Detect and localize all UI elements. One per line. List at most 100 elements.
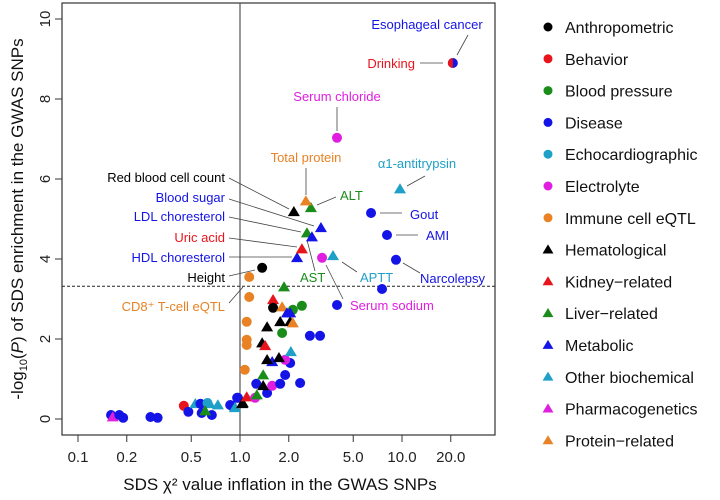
data-point-disease bbox=[152, 412, 163, 423]
annotation-leader bbox=[228, 198, 315, 227]
legend: Anthropometric Behavior Blood pressure Dise… bbox=[542, 20, 698, 450]
data-point-hematological bbox=[261, 354, 274, 365]
data-point-disease bbox=[332, 300, 343, 310]
annotation-label: Red blood cell count bbox=[107, 170, 225, 185]
data-point-hematological bbox=[287, 206, 300, 217]
x-tick-label: 10.0 bbox=[387, 449, 416, 466]
annotation-label: Serum sodium bbox=[350, 298, 434, 313]
data-point-disease bbox=[118, 412, 129, 423]
annotation-leader bbox=[228, 269, 256, 277]
data-point-anthropometric bbox=[268, 302, 279, 313]
annotation-leader bbox=[406, 175, 426, 187]
x-tick-label: 5.0 bbox=[343, 449, 364, 466]
y-tick-label: 4 bbox=[37, 255, 54, 263]
legend-label: Liver−related bbox=[565, 306, 658, 323]
plot-frame bbox=[61, 2, 496, 436]
annotation-leader bbox=[456, 34, 469, 56]
data-point-disease bbox=[390, 254, 401, 265]
legend-marker-behavior bbox=[543, 54, 553, 64]
annotation-label: Esophageal cancer bbox=[371, 17, 483, 32]
annotation-label: APTT bbox=[360, 270, 393, 285]
x-tick-label: 0.1 bbox=[68, 449, 89, 466]
data-point-disease bbox=[262, 388, 273, 398]
annotation-label: AST bbox=[300, 270, 325, 285]
annotation-leader bbox=[306, 239, 316, 272]
data-point-blood-pressure bbox=[296, 300, 307, 311]
data-point-disease bbox=[251, 378, 262, 389]
annotation-leader bbox=[228, 177, 290, 210]
data-point-liver-related bbox=[257, 369, 270, 380]
legend-label: Kidney−related bbox=[565, 274, 672, 291]
legend-marker-echocardiographic bbox=[543, 149, 553, 159]
legend-marker-blood-pressure bbox=[543, 86, 553, 96]
axis-ticks: 0.1 0.2 0.5 1.0 2.0 5.0 10.0 20.0 0 2 4 6 8 10 bbox=[37, 11, 465, 466]
legend-marker-pharmacogenetics bbox=[542, 403, 554, 413]
legend-label: Other biochemical bbox=[565, 370, 694, 387]
data-point-hematological bbox=[274, 316, 287, 327]
legend-marker-kidney-related bbox=[542, 276, 554, 286]
data-point-other-biochemical bbox=[393, 183, 407, 194]
data-point-disease bbox=[280, 370, 291, 380]
data-point-disease bbox=[304, 330, 315, 341]
data-point-immune-cell-eqtl bbox=[244, 272, 255, 282]
annotation-label: Narcolepsy bbox=[420, 271, 486, 286]
annotation-label: Gout bbox=[410, 207, 439, 222]
data-point-electrolyte bbox=[332, 132, 343, 143]
data-point-hematological bbox=[236, 397, 249, 408]
legend-label: Blood pressure bbox=[565, 84, 673, 101]
legend-label: Metabolic bbox=[565, 338, 633, 355]
x-tick-label: 1.0 bbox=[230, 449, 251, 466]
data-point-blood-pressure bbox=[277, 328, 288, 338]
data-point-behavior bbox=[447, 58, 453, 68]
data-point-liver-related bbox=[304, 202, 317, 213]
annotation-leader bbox=[228, 286, 244, 304]
annotation-leader bbox=[341, 261, 358, 273]
data-point-protein-related bbox=[286, 317, 299, 328]
data-point-disease bbox=[315, 330, 326, 341]
annotation-leader bbox=[316, 196, 337, 206]
data-point-other-biochemical bbox=[326, 250, 340, 261]
data-point-hematological bbox=[257, 380, 270, 391]
annotation-label: AMI bbox=[426, 228, 449, 243]
annotation-label: Total protein bbox=[271, 150, 342, 165]
annotation-leader bbox=[228, 237, 298, 248]
legend-marker-immune-cell-eqtl bbox=[543, 213, 553, 223]
annotation-label: α1-antitrypsin bbox=[378, 156, 456, 171]
y-tick-label: 6 bbox=[37, 175, 54, 183]
legend-label: Electrolyte bbox=[565, 179, 640, 196]
data-point-electrolyte bbox=[267, 380, 278, 391]
data-point-disease bbox=[183, 406, 194, 417]
annotation-label: Drinking bbox=[367, 56, 415, 71]
data-point-disease bbox=[295, 378, 306, 388]
legend-marker-disease bbox=[543, 117, 553, 127]
annotation-label: ALT bbox=[340, 188, 363, 203]
annotations: Esophageal cancer Drinking Serum chloride T… bbox=[107, 17, 485, 314]
y-axis-label: -log10(P) of SDS enrichment in the GWAS … bbox=[8, 38, 30, 399]
legend-label: Pharmacogenetics bbox=[565, 402, 698, 419]
data-point-anthropometric bbox=[257, 262, 268, 273]
legend-marker-electrolyte bbox=[543, 181, 553, 191]
annotation-leader bbox=[402, 262, 421, 274]
data-point-other-biochemical bbox=[211, 399, 224, 410]
data-point-immune-cell-eqtl bbox=[241, 334, 252, 345]
data-point-metabolic bbox=[284, 307, 297, 318]
annotation-leader bbox=[228, 216, 302, 233]
data-point-other-biochemical bbox=[203, 398, 216, 409]
data-point-disease bbox=[366, 208, 377, 218]
legend-marker-protein-related bbox=[542, 435, 554, 445]
annotation-label: Blood sugar bbox=[156, 190, 226, 205]
data-point-hematological bbox=[261, 321, 274, 332]
data-point-immune-cell-eqtl bbox=[239, 364, 250, 375]
x-tick-label: 2.0 bbox=[278, 449, 299, 466]
annotation-label: CD8⁺ T-cell eQTL bbox=[122, 299, 225, 314]
data-point-pharmacogenetics bbox=[106, 411, 119, 422]
data-point-disease bbox=[377, 284, 388, 294]
data-point-kidney-related bbox=[267, 294, 280, 305]
legend-marker-hematological bbox=[542, 244, 554, 254]
data-point-protein-related bbox=[276, 301, 289, 312]
data-points bbox=[106, 58, 458, 423]
legend-marker-other-biochemical bbox=[542, 371, 554, 381]
x-tick-label: 20.0 bbox=[436, 449, 465, 466]
data-point-metabolic bbox=[314, 222, 327, 233]
data-point-hematological bbox=[272, 352, 286, 363]
